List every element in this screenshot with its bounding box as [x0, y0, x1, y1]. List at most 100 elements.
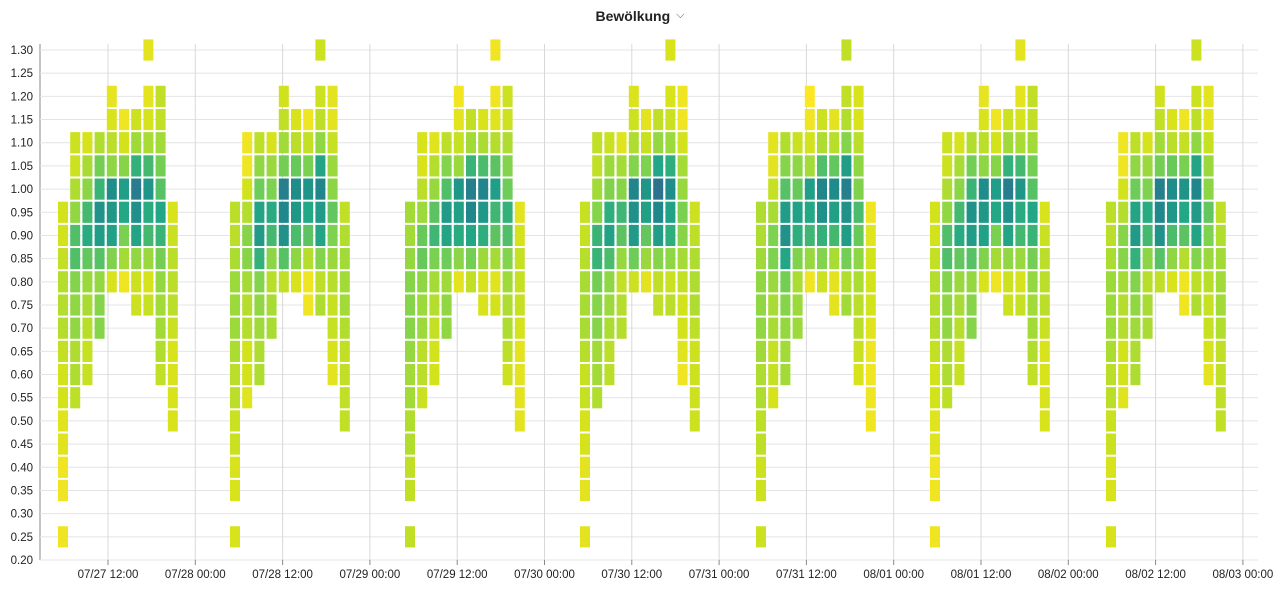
heatmap-cell	[242, 248, 253, 270]
heatmap-cell	[954, 224, 965, 247]
heatmap-cell	[616, 224, 627, 247]
heatmap-cell	[930, 201, 940, 223]
heatmap-cell	[930, 479, 940, 502]
heatmap-cell	[155, 201, 166, 223]
heatmap-cell	[829, 132, 840, 154]
heatmap-cell	[1203, 271, 1214, 293]
y-tick-label: 1.25	[11, 68, 33, 80]
heatmap-cell	[665, 178, 676, 200]
heatmap-cell	[167, 340, 178, 362]
heatmap-cell	[604, 224, 615, 247]
heatmap-cell	[167, 317, 178, 339]
heatmap-cell	[58, 340, 68, 362]
heatmap-cell	[1191, 294, 1202, 316]
heatmap-cell	[1215, 340, 1226, 362]
heatmap-cell	[792, 294, 803, 316]
heatmap-cell	[155, 155, 166, 177]
heatmap-cell	[106, 132, 117, 154]
heatmap-cell	[1118, 317, 1129, 339]
heatmap-cell	[841, 224, 852, 247]
heatmap-cell	[82, 271, 93, 293]
heatmap-cell	[502, 224, 513, 247]
heatmap-cell	[616, 294, 627, 316]
heatmap-cell	[1003, 224, 1014, 247]
heatmap-cell	[1215, 410, 1226, 432]
heatmap-cell	[478, 132, 489, 154]
heatmap-cell	[1130, 294, 1141, 316]
heatmap-cell	[966, 294, 977, 316]
heatmap-cell	[756, 363, 766, 386]
heatmap-cell	[303, 271, 314, 293]
heatmap-cell	[829, 178, 840, 200]
heatmap-cell	[628, 224, 639, 247]
heatmap-cell	[604, 363, 615, 386]
heatmap-cell	[580, 294, 590, 316]
heatmap-cell	[1191, 108, 1202, 131]
heatmap-cell	[230, 433, 240, 455]
heatmap-cell	[58, 317, 68, 339]
heatmap-cell	[131, 248, 142, 270]
heatmap-cell	[942, 387, 953, 409]
heatmap-cell	[315, 39, 326, 61]
x-tick-label: 08/02 12:00	[1125, 569, 1186, 581]
heatmap-cell	[616, 248, 627, 270]
heatmap-cell	[1106, 340, 1116, 362]
heatmap-cell	[1130, 178, 1141, 200]
heatmap-cell	[242, 387, 253, 409]
heatmap-cell	[1154, 85, 1165, 107]
heatmap-cell	[580, 317, 590, 339]
x-tick-label: 08/02 00:00	[1038, 569, 1099, 581]
heatmap-cell	[82, 155, 93, 177]
heatmap-cell	[119, 132, 129, 154]
heatmap-cell	[82, 294, 93, 316]
heatmap-cell	[1154, 178, 1165, 200]
heatmap-cell	[954, 271, 965, 293]
heatmap-cell	[804, 85, 815, 107]
y-tick-label: 1.20	[11, 91, 33, 103]
heatmap-cell	[841, 132, 852, 154]
heatmap-cell	[94, 201, 105, 223]
heatmap-cell	[628, 108, 639, 131]
heatmap-cell	[942, 294, 953, 316]
chart-title-dropdown[interactable]: Bewölkung ⌵	[589, 6, 690, 26]
heatmap-cell	[580, 456, 590, 478]
heatmap-cell	[254, 294, 265, 316]
heatmap-cell	[315, 155, 326, 177]
heatmap-cell	[780, 363, 791, 386]
heatmap-cell	[829, 248, 840, 270]
heatmap-cell	[58, 248, 68, 270]
heatmap-cell	[804, 224, 815, 247]
heatmap-cell	[580, 387, 590, 409]
heatmap-cell	[689, 224, 700, 247]
heatmap-cell	[429, 132, 440, 154]
heatmap-cell	[339, 387, 350, 409]
heatmap-cell	[1015, 294, 1026, 316]
heatmap-cell	[441, 271, 452, 293]
heatmap-cell	[942, 363, 953, 386]
heatmap-cell	[792, 155, 803, 177]
heatmap-cell	[991, 178, 1001, 200]
heatmap-cell	[1106, 271, 1116, 293]
heatmap-cell	[466, 248, 476, 270]
heatmap-cell	[315, 224, 326, 247]
heatmap-cell	[665, 201, 676, 223]
heatmap-cell	[1039, 387, 1050, 409]
heatmap-cell	[327, 224, 338, 247]
heatmap-cell	[441, 224, 452, 247]
heatmap-cell	[954, 317, 965, 339]
heatmap-cell	[853, 271, 864, 293]
heatmap-cell	[417, 224, 428, 247]
heatmap-cell	[266, 201, 277, 223]
heatmap-cell	[991, 132, 1001, 154]
heatmap-cell	[82, 340, 93, 362]
heatmap-cell	[1106, 387, 1116, 409]
heatmap-cell	[478, 178, 489, 200]
heatmap-cell	[230, 317, 240, 339]
heatmap-cell	[58, 456, 68, 478]
heatmap-cell	[441, 317, 452, 339]
heatmap-cell	[1142, 132, 1153, 154]
y-tick-label: 0.70	[11, 323, 33, 335]
heatmap-cell	[490, 132, 501, 154]
heatmap-cell	[82, 178, 93, 200]
